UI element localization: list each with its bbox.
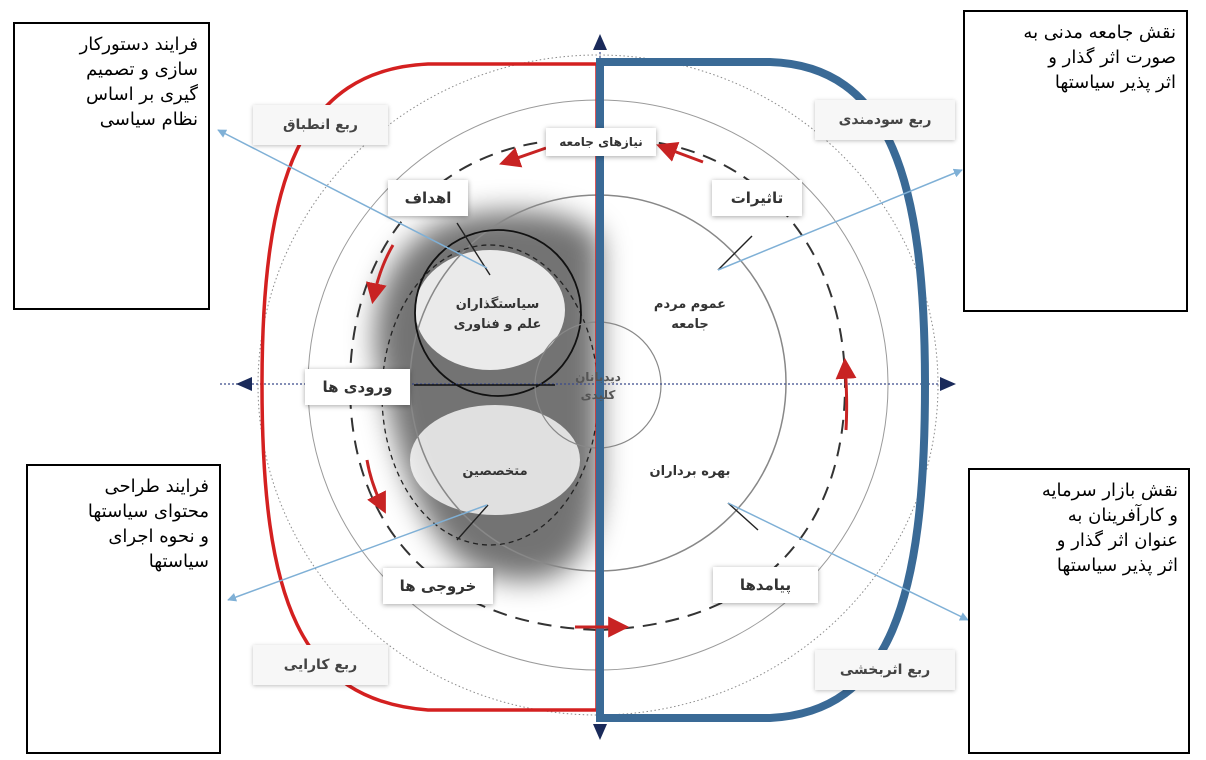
stage-needs: نیازهای جامعه — [546, 128, 656, 156]
stage-impacts: تاثیرات — [712, 180, 802, 216]
actor-policymakers: سیاستگذاران علم و فناوری — [453, 297, 542, 332]
stage-goals: اهداف — [388, 180, 468, 216]
outer-dotted-ring — [257, 54, 939, 716]
quadrant-top-left: ربع انطباق — [253, 105, 388, 145]
note-bottom-right: نقش بازار سرمایه و کارآفرینان به عنوان ا… — [968, 468, 1190, 754]
axis-arrow-left — [236, 377, 252, 391]
leader-bottom-right — [727, 502, 969, 621]
arrow-impacts-to-needs — [656, 142, 704, 164]
arrow-outcomes-to-impacts — [835, 357, 857, 431]
stage-outputs: خروجی ها — [383, 568, 493, 604]
leader-bottom-left — [227, 504, 488, 602]
arrow-goals-to-inputs — [366, 244, 395, 305]
actor-center: دیدبانان کلیدی — [575, 370, 621, 402]
axis-arrow-bottom — [593, 724, 607, 740]
note-top-right: نقش جامعه مدنی به صورت اثر گذار و اثر پذ… — [963, 10, 1188, 312]
policymakers-ring — [414, 229, 582, 397]
stage-inputs: ورودی ها — [305, 369, 410, 405]
leader-top-left — [217, 129, 488, 269]
blue-boundary — [596, 58, 930, 722]
actor-public: عموم مردم جامعه — [653, 297, 727, 332]
arrow-inputs-to-outputs — [365, 459, 386, 514]
axis-arrow-top — [593, 34, 607, 50]
actor-experts: متخصصین — [462, 464, 528, 479]
quadrant-bottom-right: ربع اثربخشی — [815, 650, 955, 690]
axis-arrow-right — [940, 377, 956, 391]
arrow-needs-to-goals — [499, 146, 547, 168]
note-top-left: فرایند دستورکار سازی و تصمیم گیری بر اسا… — [13, 22, 210, 310]
actor-beneficiaries: بهره برداران — [649, 464, 731, 479]
red-boundary — [260, 62, 599, 712]
note-bottom-left: فرایند طراحی محتوای سیاستها و نحوه اجرای… — [26, 464, 221, 754]
quadrant-top-right: ربع سودمندی — [815, 100, 955, 140]
leader-top-right — [717, 168, 963, 271]
stage-outcomes: پیامدها — [713, 567, 818, 603]
quadrant-bottom-left: ربع کارایی — [253, 645, 388, 685]
